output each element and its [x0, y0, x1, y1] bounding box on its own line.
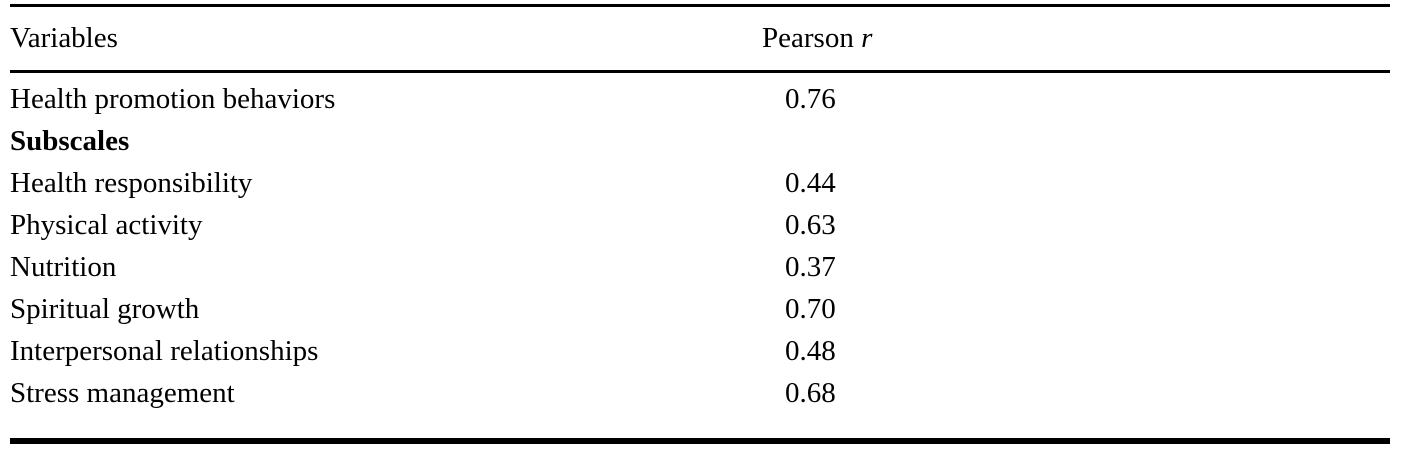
- pearson-r-value: 0.70: [785, 292, 836, 325]
- row-label: Spiritual growth: [10, 292, 200, 325]
- section-label: Subscales: [10, 124, 130, 157]
- table-row: Nutrition 0.37: [10, 246, 1390, 288]
- table-row: Spiritual growth 0.70: [10, 288, 1390, 330]
- table-header-row: Variables Pearson r: [10, 7, 1390, 70]
- pearson-r-value: 0.37: [785, 250, 836, 283]
- table-bottom-rule: [10, 438, 1390, 444]
- table-top-rule: [10, 4, 1390, 7]
- row-label: Interpersonal relationships: [10, 334, 319, 367]
- table-row: Interpersonal relationships 0.48: [10, 330, 1390, 372]
- table-row: Health promotion behaviors 0.76: [10, 78, 1390, 120]
- pearson-r-value: 0.44: [785, 166, 836, 199]
- pearson-r-value: 0.48: [785, 334, 836, 367]
- table-row: Health responsibility 0.44: [10, 162, 1390, 204]
- row-label: Nutrition: [10, 250, 117, 283]
- row-label: Stress management: [10, 376, 235, 409]
- table-header-rule: [10, 70, 1390, 73]
- pearson-r-value: 0.76: [785, 82, 836, 115]
- table-row: Stress management 0.68: [10, 372, 1390, 414]
- pearson-r-column-header: Pearson r: [762, 22, 1390, 55]
- row-label: Physical activity: [10, 208, 203, 241]
- pearson-r-value: 0.63: [785, 208, 836, 241]
- pearson-label: Pearson: [762, 22, 862, 54]
- pearson-r-symbol: r: [861, 22, 873, 54]
- row-label: Health promotion behaviors: [10, 82, 336, 115]
- table-body: Health promotion behaviors 0.76 Subscale…: [10, 73, 1390, 438]
- pearson-r-value: 0.68: [785, 376, 836, 409]
- table-section-row: Subscales: [10, 120, 1390, 162]
- variables-column-header: Variables: [10, 22, 118, 54]
- row-label: Health responsibility: [10, 166, 253, 199]
- table-row: Physical activity 0.63: [10, 204, 1390, 246]
